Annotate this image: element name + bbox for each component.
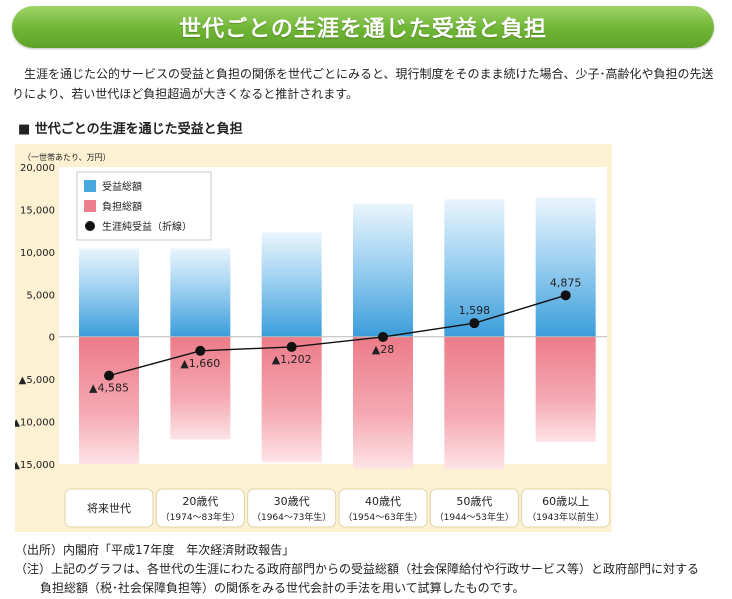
burden-bar [79,336,139,464]
category-years: （1974～83年生） [161,511,240,523]
benefit-bar [444,199,505,337]
intro-paragraph: 生涯を通じた公的サービスの受益と負担の関係を世代ごとにみると、現行制度をそのまま… [12,67,714,101]
net-benefit-point [378,331,388,342]
legend-label: 負担総額 [102,200,142,213]
legend-label: 受益総額 [102,180,142,193]
net-benefit-point [560,290,571,301]
y-tick-label: 20,000 [20,163,55,174]
net-benefit-point [469,318,480,329]
category-box [338,488,428,528]
net-benefit-polyline [108,294,566,377]
net-benefit-line: ▲4,585 ▲1,660 ▲1,202 ▲28 1,598 4,875 [89,276,581,394]
legend-label: 生涯純受益（折線） [102,220,192,233]
category-years: （1943年以前生） [527,511,604,523]
y-tick-label: 15,000 [20,205,55,216]
category-box [64,488,154,528]
y-tick-label: 10,000 [20,248,55,259]
net-benefit-label: ▲1,202 [272,353,312,366]
benefit-bar [170,248,231,337]
chart-panel: （一世帯あたり、万円） 20,000 15,000 10,000 5,000 0 ▲5,0… [15,144,612,532]
category-name: 20歳代 [182,495,218,508]
burden-bar [353,336,413,469]
bars [59,197,607,470]
net-benefit-label: 1,598 [459,304,491,317]
category-name: 50歳代 [456,495,492,508]
burden-bar [261,336,322,463]
net-benefit-point [104,370,114,381]
footnote-line-2: 負担総額（税･社会保障負担等）の関係をみる世代会計の手法を用いて試算したものです… [40,581,525,595]
net-benefit-label: ▲1,660 [180,357,220,370]
net-benefit-label: 4,875 [550,276,582,289]
y-tick-label: 0 [49,333,55,344]
category-box [247,488,337,528]
section-title: ■ 世代ごとの生涯を通じた受益と負担 [18,122,243,137]
y-tick-label: ▲5,000 [19,375,55,386]
net-benefit-label: ▲28 [372,343,394,356]
benefit-bar [261,232,322,337]
burden-bar [444,336,505,470]
category-name: 30歳代 [274,495,310,508]
legend-dot [85,221,95,231]
category-name: 将来世代 [87,502,131,515]
y-tick-label: ▲10,000 [15,418,55,429]
net-benefit-point [286,341,297,352]
net-benefit-point [195,345,206,356]
category-box [521,488,611,528]
category-name: 40歳代 [365,495,401,508]
burden-bar [535,336,596,442]
benefit-bar [79,248,139,337]
category-years: （1944～53年生） [435,511,514,523]
benefit-bar [353,203,413,337]
unit-label: （一世帯あたり、万円） [23,152,111,162]
source-note: （出所）内閣府「平成17年度 年次経済財政報告」 [15,543,295,557]
category-name: 60歳以上 [542,495,589,508]
category-years: （1964～73年生） [252,511,331,523]
y-tick-label: ▲15,000 [15,460,55,471]
category-box [155,488,245,528]
footnote-line-1: （注）上記のグラフは、各世代の生涯にわたる政府部門からの受益総額（社会保障給付や… [15,562,700,576]
benefit-bar [535,197,596,337]
category-labels: 将来世代 20歳代 （1974～83年生） 30歳代 （1964～73年生） 40歳代 （1… [64,488,611,528]
category-box [429,488,519,528]
legend-swatch [84,180,96,192]
category-years: （1954～63年生） [343,511,422,523]
net-benefit-label: ▲4,585 [89,382,129,395]
page-banner: 世代ごとの生涯を通じた受益と負担 [12,6,714,48]
legend-swatch [84,200,96,212]
benefit-burden-chart: （一世帯あたり、万円） 20,000 15,000 10,000 5,000 0 ▲5,0… [15,152,611,528]
banner-title: 世代ごとの生涯を通じた受益と負担 [179,17,547,42]
notes: （出所）内閣府「平成17年度 年次経済財政報告」 （注）上記のグラフは、各世代の… [15,541,720,598]
y-tick-label: 5,000 [26,290,55,301]
legend-box [76,171,212,241]
